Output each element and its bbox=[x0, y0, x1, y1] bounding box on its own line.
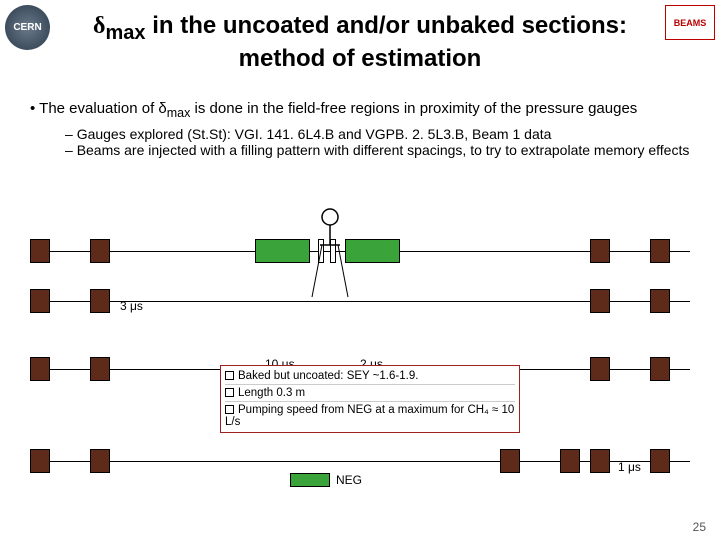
bunch-box bbox=[30, 449, 50, 473]
title-delta: δ bbox=[93, 13, 105, 39]
bullet-1-b: is done in the field-free regions in pro… bbox=[190, 100, 637, 117]
info-text-2: Length 0.3 m bbox=[238, 387, 305, 399]
checkbox-icon bbox=[225, 388, 234, 397]
info-row-3: Pumping speed from NEG at a maximum for … bbox=[225, 401, 515, 430]
bunch-box bbox=[650, 289, 670, 313]
time-label-3us: 3 μs bbox=[120, 299, 143, 313]
bullet-1-sub: max bbox=[167, 106, 191, 120]
bunch-box bbox=[500, 449, 520, 473]
bunch-box bbox=[90, 449, 110, 473]
bunch-box bbox=[590, 289, 610, 313]
bullet-2b: Beams are injected with a filling patter… bbox=[65, 142, 690, 158]
info-box: Baked but uncoated: SEY ~1.6-1.9. Length… bbox=[220, 365, 520, 433]
bunch-box bbox=[90, 357, 110, 381]
beams-logo-text: BEAMS bbox=[674, 18, 707, 28]
bunch-box bbox=[590, 357, 610, 381]
info-text-1: Baked but uncoated: SEY ~1.6-1.9. bbox=[238, 370, 418, 382]
bunch-box bbox=[590, 449, 610, 473]
bullet-2a: Gauges explored (St.St): VGI. 141. 6L4.B… bbox=[65, 126, 690, 142]
bunch-box bbox=[590, 239, 610, 263]
bunch-box bbox=[30, 239, 50, 263]
bullet-section: The evaluation of δmax is done in the fi… bbox=[30, 100, 690, 158]
bunch-box bbox=[30, 357, 50, 381]
bunch-box bbox=[90, 239, 110, 263]
neg-legend-text: NEG bbox=[336, 473, 362, 487]
title-rest: in the uncoated and/or unbaked sections:… bbox=[146, 12, 627, 72]
bullet-1: The evaluation of δmax is done in the fi… bbox=[30, 100, 690, 120]
bunch-box bbox=[650, 449, 670, 473]
neg-swatch bbox=[290, 473, 330, 487]
slide-title: δmax in the uncoated and/or unbaked sect… bbox=[60, 12, 660, 74]
page-number: 25 bbox=[693, 520, 706, 534]
cern-logo-text: CERN bbox=[13, 22, 41, 33]
checkbox-icon bbox=[225, 371, 234, 380]
bunch-box bbox=[650, 357, 670, 381]
checkbox-icon bbox=[225, 405, 234, 414]
info-row-1: Baked but uncoated: SEY ~1.6-1.9. bbox=[225, 368, 515, 384]
time-label-1us: 1 μs bbox=[618, 460, 641, 474]
beams-logo: BEAMS bbox=[665, 5, 715, 40]
bunch-box bbox=[650, 239, 670, 263]
timeline-row-1 bbox=[30, 235, 690, 267]
info-row-2: Length 0.3 m bbox=[225, 384, 515, 401]
bunch-box bbox=[30, 289, 50, 313]
title-sub: max bbox=[106, 22, 146, 44]
bunch-box bbox=[90, 289, 110, 313]
info-text-3: Pumping speed from NEG at a maximum for … bbox=[225, 404, 514, 428]
timing-diagram: 3 μs 10 μs 2 μs 1 μs Baked but uncoated:… bbox=[30, 235, 690, 495]
cern-logo: CERN bbox=[5, 5, 50, 50]
bullet-1-a: The evaluation of δ bbox=[39, 100, 167, 117]
bunch-box bbox=[560, 449, 580, 473]
neg-legend: NEG bbox=[290, 473, 362, 487]
